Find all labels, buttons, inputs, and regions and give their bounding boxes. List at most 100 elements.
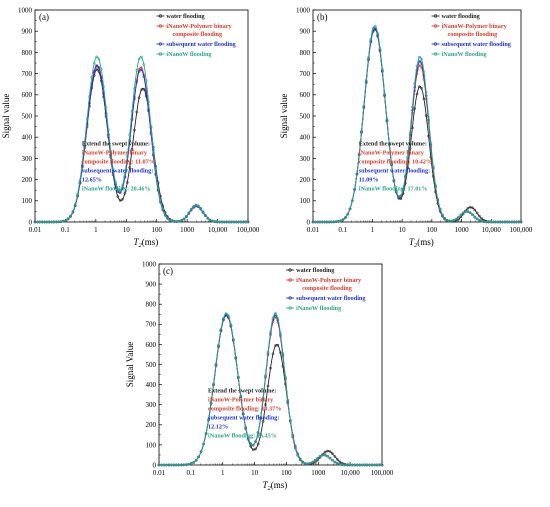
y-tick-label: 500 <box>146 361 157 369</box>
series-point <box>399 194 403 198</box>
series-point <box>194 203 198 207</box>
series-line-2 <box>313 27 521 223</box>
series-point <box>466 210 470 213</box>
series-point <box>142 75 146 79</box>
series-point <box>137 96 141 100</box>
series-point <box>123 172 127 176</box>
annotation-line-3: subsequent water flooding: <box>359 168 430 175</box>
series-markers-3 <box>33 55 250 224</box>
series-point <box>239 394 243 398</box>
series-point <box>326 449 329 453</box>
series-point <box>471 206 474 210</box>
series-point <box>431 164 435 168</box>
series-point <box>192 205 195 208</box>
x-axis-label-symbol: T <box>263 480 269 490</box>
series-point <box>286 398 290 402</box>
series-point <box>473 208 477 212</box>
series-point <box>62 219 65 223</box>
series-point <box>78 178 82 182</box>
series-point <box>114 180 117 184</box>
series-point <box>350 199 354 202</box>
series-point <box>80 161 84 164</box>
y-tick-label: 600 <box>300 91 311 99</box>
series-point <box>353 463 357 467</box>
series-point <box>355 463 359 467</box>
series-point <box>182 463 186 467</box>
series-point <box>197 455 200 459</box>
series-point <box>276 317 280 320</box>
series-point <box>212 382 215 386</box>
y-tick-label: 200 <box>146 421 157 429</box>
y-tick-label: 0 <box>29 218 33 226</box>
series-point <box>121 184 124 187</box>
series-point <box>441 213 444 217</box>
series-point <box>149 124 153 128</box>
series-point <box>231 337 235 341</box>
series-point <box>450 219 454 223</box>
series-point <box>284 375 287 379</box>
series-point <box>192 461 196 464</box>
series-point <box>130 147 134 151</box>
series-point <box>234 355 238 359</box>
y-tick-label: 600 <box>22 91 33 99</box>
series-point <box>279 351 282 354</box>
series-line-3 <box>159 312 382 466</box>
legend-label: iNanoW flooding <box>442 51 488 58</box>
series-point <box>457 215 460 219</box>
x-axis-label-unit: (ms) <box>417 237 434 247</box>
series-point <box>321 453 324 457</box>
series-point <box>246 220 250 224</box>
series-point <box>137 57 141 61</box>
series-point <box>125 181 129 184</box>
x-tick-label: 10 <box>251 469 259 477</box>
series-point <box>137 70 141 73</box>
series-point <box>140 55 143 59</box>
y-axis-label: Signal value <box>279 94 289 139</box>
series-point <box>375 463 379 467</box>
legend-label-line2: composite flooding <box>448 31 499 38</box>
series-point <box>461 211 465 215</box>
y-tick-label: 0 <box>307 218 311 226</box>
series-point <box>326 454 329 458</box>
series-point <box>353 187 356 191</box>
series-point <box>301 461 305 464</box>
series-point <box>519 220 523 224</box>
y-tick-label: 200 <box>22 176 33 184</box>
series-line-3 <box>35 56 248 223</box>
series-point <box>385 117 389 121</box>
series-point <box>185 214 188 218</box>
x-axis-label-symbol: T <box>134 237 140 247</box>
series-point <box>116 188 120 191</box>
series-point <box>154 169 158 173</box>
series-point <box>159 198 162 202</box>
series-point <box>244 426 248 429</box>
series-point <box>178 219 181 223</box>
series-point <box>249 445 253 448</box>
series-point <box>345 463 349 467</box>
series-point <box>88 95 91 98</box>
series-point <box>204 213 207 217</box>
series-point <box>128 133 132 137</box>
series-point <box>478 218 481 222</box>
y-tick-label: 100 <box>22 197 33 205</box>
series-point <box>413 82 417 85</box>
series-point <box>344 216 347 219</box>
series-point <box>459 213 463 217</box>
x-axis-label: T2(ms) <box>134 237 159 249</box>
series-point <box>163 213 167 217</box>
legend-label: iNanoW-Polymer binary <box>166 23 232 30</box>
series-point <box>424 90 428 94</box>
series-point <box>182 217 186 221</box>
legend-marker <box>433 52 438 56</box>
series-point <box>97 66 101 69</box>
series-point <box>209 401 213 405</box>
series-point <box>445 218 449 222</box>
series-point <box>424 114 428 117</box>
series-point <box>118 189 122 193</box>
annotation-line-4: 12.65% <box>82 177 102 184</box>
x-tick-label: 1000 <box>311 469 326 477</box>
series-point <box>331 458 334 462</box>
series-point <box>323 450 327 454</box>
